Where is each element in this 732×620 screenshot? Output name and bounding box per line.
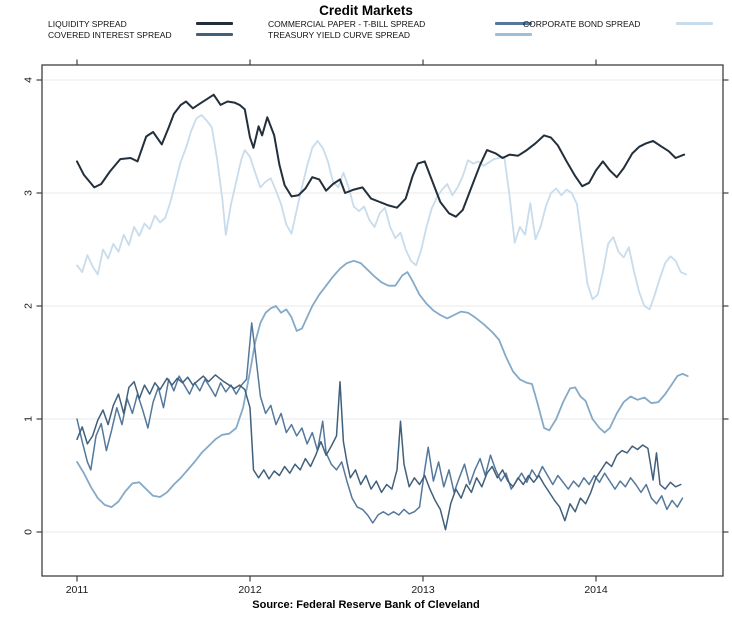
series-line-commercial-paper-t-bill-spread [76, 322, 684, 524]
y-tick-label: 1 [23, 416, 35, 422]
plot-border [41, 64, 724, 577]
legend-column-3: CORPORATE BOND SPREAD [523, 18, 713, 29]
legend-label: TREASURY YIELD CURVE SPREAD [268, 29, 411, 40]
gridlines [42, 79, 723, 533]
legend-item-treasury-yield-curve-spread: TREASURY YIELD CURVE SPREAD [268, 29, 532, 40]
y-tick-label: 3 [23, 190, 35, 196]
source-caption: Source: Federal Reserve Bank of Clevelan… [252, 599, 480, 611]
legend-item-covered-interest-spread: COVERED INTEREST SPREAD [48, 29, 233, 40]
legend-label: COVERED INTEREST SPREAD [48, 29, 172, 40]
chart-legend: LIQUIDITY SPREAD COVERED INTEREST SPREAD… [0, 18, 732, 48]
legend-item-liquidity-spread: LIQUIDITY SPREAD [48, 18, 233, 29]
series-line-corporate-bond-spread [76, 114, 687, 311]
legend-line-swatch [196, 33, 233, 36]
series-line-covered-interest-spread [76, 374, 682, 531]
legend-item-commercial-paper-t-bill-spread: COMMERCIAL PAPER - T-BILL SPREAD [268, 18, 532, 29]
series-line-treasury-yield-curve-spread [76, 259, 689, 509]
axis-ticks [36, 59, 729, 582]
legend-line-swatch [676, 22, 713, 25]
series-line-liquidity-spread [76, 93, 686, 218]
y-tick-label: 4 [23, 77, 35, 83]
legend-line-swatch [495, 33, 532, 36]
chart-title: Credit Markets [319, 3, 413, 18]
legend-label: COMMERCIAL PAPER - T-BILL SPREAD [268, 18, 426, 29]
legend-label: CORPORATE BOND SPREAD [523, 18, 641, 29]
series-lines [76, 93, 689, 531]
y-tick-label: 2 [23, 303, 35, 309]
x-tick-label: 2011 [66, 584, 89, 596]
legend-line-swatch [196, 22, 233, 25]
plot-frame [41, 64, 724, 577]
legend-column-2: COMMERCIAL PAPER - T-BILL SPREAD TREASUR… [268, 18, 532, 40]
x-tick-label: 2012 [238, 584, 262, 596]
x-tick-label: 2014 [584, 584, 608, 596]
legend-item-corporate-bond-spread: CORPORATE BOND SPREAD [523, 18, 713, 29]
x-tick-label: 2013 [411, 584, 435, 596]
legend-column-1: LIQUIDITY SPREAD COVERED INTEREST SPREAD [48, 18, 233, 40]
axis-tick-labels: 2011 2012 2013 2014 0 1 2 3 4 [23, 77, 608, 596]
legend-label: LIQUIDITY SPREAD [48, 18, 127, 29]
y-tick-label: 0 [23, 529, 35, 535]
legend-line-swatch [495, 22, 532, 25]
